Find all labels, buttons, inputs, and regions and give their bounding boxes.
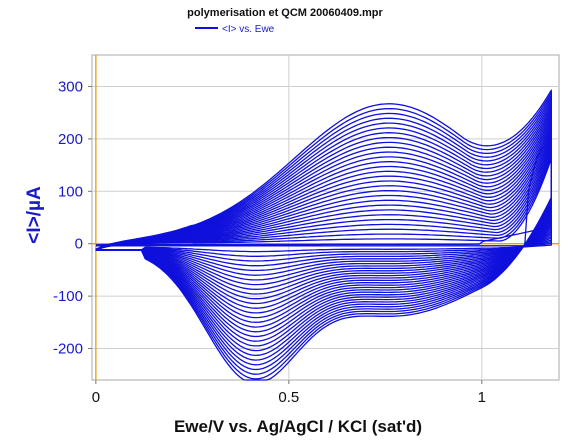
plot-frame: [91, 54, 560, 381]
cv-cycle-24: [95, 104, 552, 357]
cv-cycle-21: [95, 111, 552, 342]
y-tick-label-1: -100: [53, 288, 83, 305]
x-ticks: 0 0.5 1: [92, 380, 486, 406]
y-ticks: -200 -100 0 100 200 300: [53, 78, 92, 358]
chart-title: polymerisation et QCM 20060409.mpr: [187, 7, 383, 19]
zero-lines: [92, 55, 559, 380]
y-tick-label-2: 0: [75, 236, 83, 253]
y-tick-label-3: 100: [58, 183, 83, 200]
y-tick-label-5: 300: [58, 78, 83, 95]
legend: <I> vs. Ewe: [195, 24, 275, 35]
cv-cycle-30: [95, 89, 552, 381]
x-tick-label-0: 0: [92, 389, 100, 406]
y-tick-label-0: -200: [53, 341, 83, 358]
y-tick-label-4: 200: [58, 131, 83, 148]
x-axis-label: Ewe/V vs. Ag/AgCl / KCl (sat'd): [174, 417, 422, 436]
legend-label: <I> vs. Ewe: [222, 24, 275, 35]
cv-curves: [95, 89, 552, 381]
x-tick-label-2: 1: [478, 389, 486, 406]
y-axis-label: <I>/µA: [24, 186, 45, 244]
x-tick-label-1: 0.5: [278, 389, 299, 406]
